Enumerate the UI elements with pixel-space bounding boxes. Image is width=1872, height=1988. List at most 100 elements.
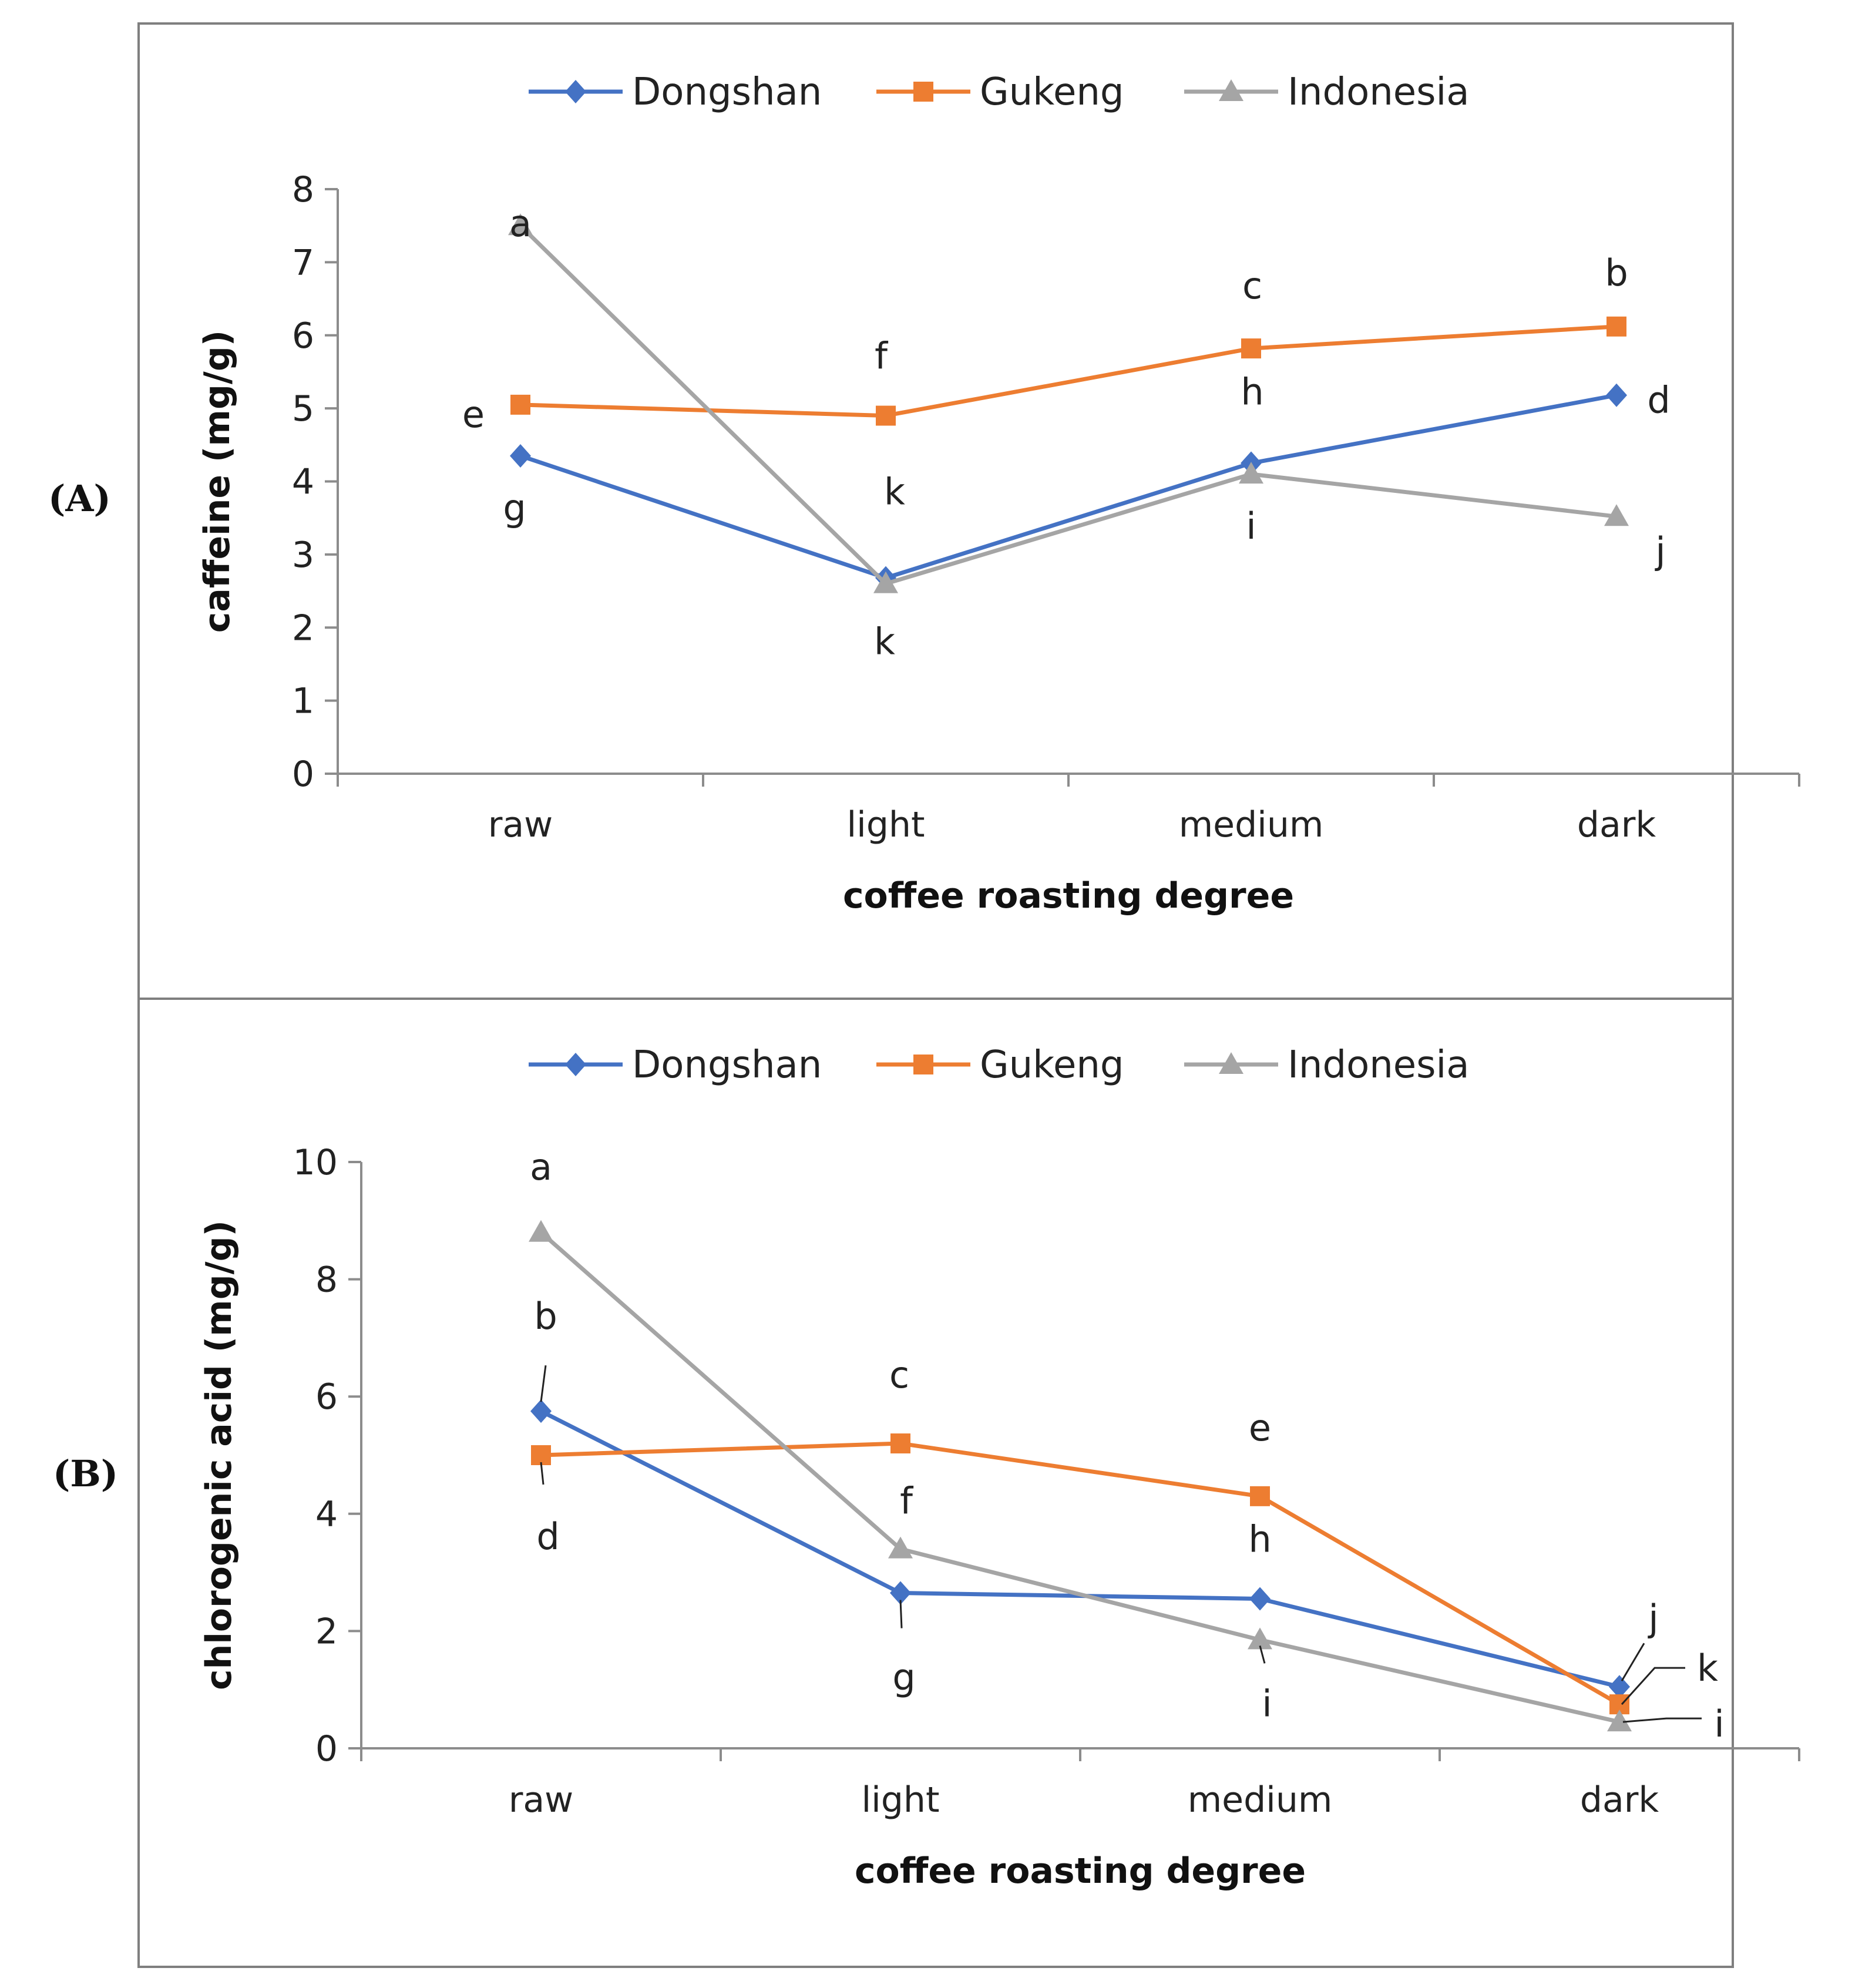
x-tick-label: raw xyxy=(488,804,553,845)
legend-marker-gukeng xyxy=(913,1055,933,1074)
data-point-dongshan-raw xyxy=(510,444,531,468)
legend-marker-indonesia xyxy=(1219,79,1243,101)
data-point-indonesia-medium xyxy=(1239,462,1263,484)
series-line-gukeng xyxy=(540,1441,1621,1707)
legend-label-indonesia: Indonesia xyxy=(1288,70,1470,114)
annotation-letter: d xyxy=(1647,379,1670,422)
series-line-gukeng xyxy=(520,324,1617,418)
y-tick-label: 8 xyxy=(315,1260,338,1301)
annotation-letter: b xyxy=(534,1295,557,1338)
annotation-letter: g xyxy=(892,1656,915,1699)
legend-label-indonesia: Indonesia xyxy=(1288,1043,1470,1087)
data-point-indonesia-raw xyxy=(529,1220,553,1242)
y-tick-label: 8 xyxy=(292,169,314,210)
annotation-letter: c xyxy=(1242,264,1262,307)
annotation-letter: j xyxy=(1654,529,1665,572)
y-tick-label: 5 xyxy=(292,388,314,429)
annotation-letter: j xyxy=(1647,1597,1658,1640)
y-axis-title: chlorogenic acid (mg/g) xyxy=(199,1220,240,1690)
annotation-leader xyxy=(899,1600,903,1628)
data-point-dongshan-dark xyxy=(1609,1675,1630,1699)
data-point-dongshan-light xyxy=(890,1581,911,1605)
y-tick-label: 0 xyxy=(292,754,314,795)
y-tick-label: 4 xyxy=(315,1494,338,1535)
annotation-letter: i xyxy=(1714,1702,1724,1745)
panel-a: (A) 0 1 2 3 4 5 6 7 8 raw light medium dark coffee roa… xyxy=(48,22,1800,1000)
annotation-letter: c xyxy=(889,1354,909,1396)
y-tick-label: 10 xyxy=(293,1142,338,1183)
series-line-indonesia xyxy=(519,224,1617,586)
panel-label: (A) xyxy=(48,477,111,520)
annotation-letter: g xyxy=(503,486,526,529)
x-tick-label: dark xyxy=(1577,804,1656,845)
series-line-indonesia xyxy=(539,1231,1620,1724)
annotation-letter: k xyxy=(874,620,895,663)
legend-marker-dongshan xyxy=(565,1053,586,1076)
data-point-dongshan-medium xyxy=(1249,1587,1271,1611)
annotation-leader xyxy=(540,1462,545,1485)
x-axis-title: coffee roasting degree xyxy=(855,1851,1306,1892)
panel-frame xyxy=(137,998,1734,1968)
annotation-leader xyxy=(1621,1667,1685,1705)
legend-label-gukeng: Gukeng xyxy=(980,1043,1124,1087)
legend-label-dongshan: Dongshan xyxy=(632,70,822,114)
annotation-letter: h xyxy=(1241,370,1263,413)
y-tick-label: 2 xyxy=(315,1611,338,1652)
data-point-gukeng-raw xyxy=(531,1445,551,1465)
data-point-gukeng-light xyxy=(890,1433,910,1454)
data-point-gukeng-light xyxy=(876,405,896,426)
data-point-dongshan-raw xyxy=(530,1399,552,1423)
y-tick-label: 2 xyxy=(292,607,314,649)
series-line-dongshan xyxy=(519,393,1617,580)
legend-marker-indonesia xyxy=(1219,1052,1243,1074)
annotation-letter: a xyxy=(530,1146,552,1188)
x-tick-label: light xyxy=(862,1779,940,1821)
annotation-leader xyxy=(1622,1717,1702,1723)
x-tick-label: medium xyxy=(1179,804,1324,845)
annotation-letter: d xyxy=(536,1515,559,1558)
annotation-letter: i xyxy=(1262,1682,1272,1725)
data-point-gukeng-medium xyxy=(1241,338,1261,359)
annotation-leader xyxy=(540,1365,547,1402)
data-point-indonesia-medium xyxy=(1248,1627,1272,1650)
data-point-gukeng-dark xyxy=(1607,316,1626,337)
y-tick-label: 0 xyxy=(315,1728,338,1769)
y-tick-label: 7 xyxy=(292,242,314,283)
x-axis-title: coffee roasting degree xyxy=(843,875,1294,916)
data-point-indonesia-dark xyxy=(1604,504,1629,526)
x-tick-label: light xyxy=(847,804,925,845)
y-axis-title: caffeine (mg/g) xyxy=(197,330,238,633)
legend-marker-dongshan xyxy=(565,80,586,103)
annotation-letter: b xyxy=(1605,251,1628,294)
y-tick-label: 4 xyxy=(292,462,314,503)
annotation-letter: e xyxy=(462,393,485,436)
data-point-indonesia-raw xyxy=(508,213,533,236)
annotation-letter: a xyxy=(509,202,532,245)
annotation-leader xyxy=(1621,1643,1645,1681)
annotation-leader xyxy=(1259,1645,1266,1664)
data-point-indonesia-light xyxy=(873,571,898,593)
data-point-dongshan-dark xyxy=(1606,383,1627,407)
annotation-letter: f xyxy=(900,1480,914,1523)
annotation-letter: f xyxy=(875,335,889,378)
y-tick-label: 3 xyxy=(292,535,314,576)
legend-marker-gukeng xyxy=(913,82,933,102)
y-tick-label: 6 xyxy=(292,315,314,357)
y-tick-label: 6 xyxy=(315,1376,338,1418)
panel-label: (B) xyxy=(53,1452,118,1495)
annotation-letter: h xyxy=(1248,1518,1271,1561)
annotation-letter: k xyxy=(884,471,905,513)
x-tick-label: raw xyxy=(509,1779,574,1821)
legend-label-dongshan: Dongshan xyxy=(632,1043,822,1087)
annotation-letter: k xyxy=(1697,1647,1718,1690)
annotation-letter: i xyxy=(1246,505,1256,548)
legend-label-gukeng: Gukeng xyxy=(980,70,1124,114)
annotation-letter: e xyxy=(1249,1406,1271,1449)
data-point-gukeng-raw xyxy=(510,394,530,415)
x-tick-label: dark xyxy=(1580,1779,1659,1821)
data-point-indonesia-light xyxy=(888,1536,913,1559)
y-tick-label: 1 xyxy=(292,681,314,722)
x-tick-label: medium xyxy=(1188,1779,1333,1821)
panel-b: (B) 0 2 4 6 8 10 raw light medium dark coffee roast… xyxy=(53,998,1800,1968)
